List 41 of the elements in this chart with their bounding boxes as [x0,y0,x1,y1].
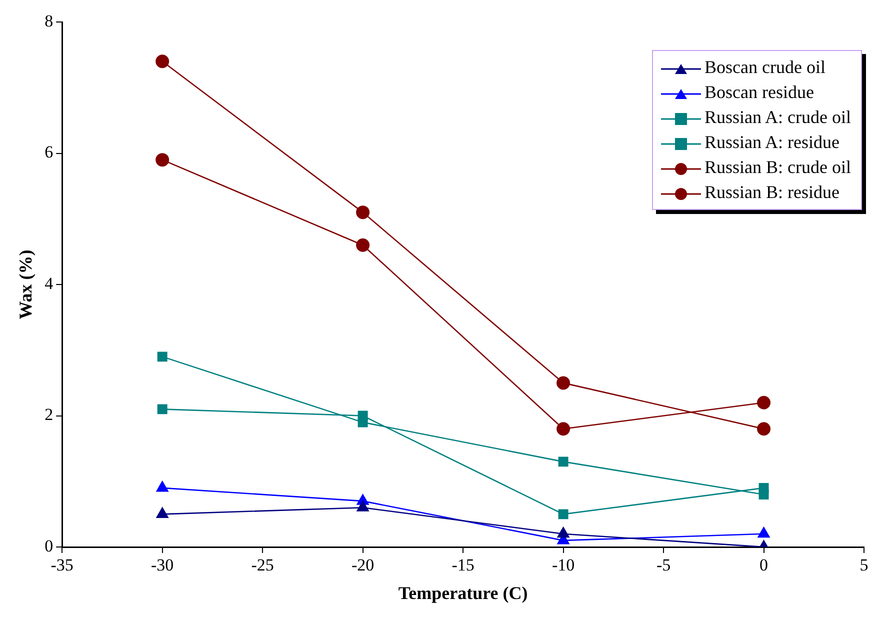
x-tick-label: -5 [656,556,671,575]
point [758,490,769,500]
point [156,153,170,167]
x-tick-label: -10 [552,556,575,575]
point [356,500,369,512]
point [356,238,370,252]
y-tick-label: 4 [44,274,54,293]
legend-label: Russian A: crude oil [704,107,851,127]
x-tick-label: 5 [860,556,868,575]
y-tick-label: 8 [44,11,54,30]
point [358,417,368,428]
point [758,527,770,538]
legend-label: Boscan residue [704,82,814,102]
y-tick-label: 2 [44,405,54,424]
x-axis-title: Temperature (C) [398,582,528,603]
x-tick-label: -15 [452,556,474,575]
x-tick-label: -25 [251,556,274,575]
point [558,456,568,467]
y-tick-label: 6 [44,142,54,162]
point [757,396,771,410]
y-tick-label: 0 [44,536,54,556]
point [556,376,570,390]
legend-label: Russian A: residue [704,132,840,152]
point [757,422,771,436]
x-tick-label: -35 [50,556,74,575]
point [558,509,568,520]
legend-label: Russian B: residue [704,182,840,202]
y-axis-title: Wax (%) [15,250,36,320]
x-tick-label: 0 [760,556,768,575]
legend-label: Russian B: crude oil [704,157,851,177]
point [157,352,168,362]
point [556,422,570,436]
x-tick-label: -30 [151,556,174,575]
point [157,404,168,414]
point [156,481,168,492]
x-tick-label: -20 [351,556,374,575]
point [557,527,570,538]
point [356,206,370,220]
point [156,507,168,518]
legend-label: Boscan crude oil [704,57,826,77]
point [156,54,170,68]
